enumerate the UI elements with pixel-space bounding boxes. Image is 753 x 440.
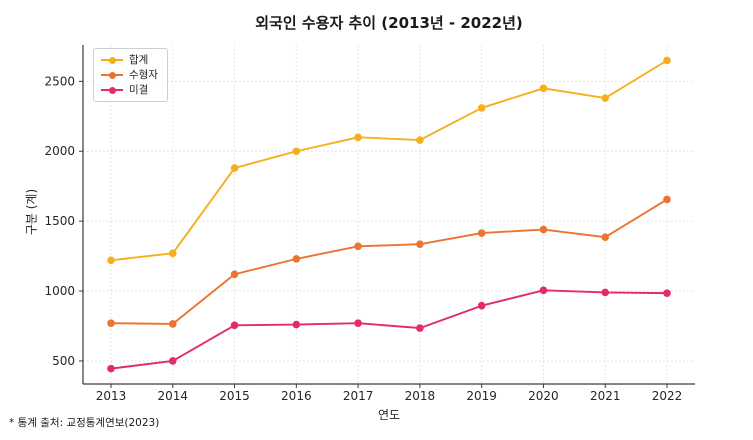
- y-axis-label: 구분 (계): [24, 188, 39, 236]
- legend-swatch-pending-icon: [101, 86, 123, 94]
- legend-label-pending: 미결: [129, 84, 149, 96]
- data-point-marker: [230, 321, 239, 330]
- data-point-marker: [477, 301, 486, 310]
- data-point-marker: [663, 195, 671, 204]
- data-point-marker: [292, 320, 301, 329]
- data-point-marker: [107, 256, 115, 265]
- series-0: [107, 56, 671, 265]
- data-point-marker: [416, 240, 424, 249]
- data-point-marker: [230, 164, 239, 172]
- x-axis-label: 연도: [377, 408, 401, 422]
- data-point-marker: [601, 94, 610, 102]
- data-point-marker: [292, 255, 301, 263]
- x-tick-label: 2021: [590, 389, 621, 403]
- legend-swatch-total-icon: [101, 56, 123, 64]
- y-tick-label: 500: [52, 354, 75, 368]
- data-point-marker: [168, 357, 177, 365]
- data-point-marker: [539, 225, 548, 234]
- x-tick-label: 2020: [528, 389, 559, 403]
- series-2: [107, 286, 671, 373]
- chart-title: 외국인 수용자 추이 (2013년 - 2022년): [255, 14, 523, 32]
- series-1: [107, 195, 671, 328]
- axes-spines: [82, 45, 695, 385]
- y-tick-label: 2000: [44, 144, 75, 158]
- tick-marks: [79, 80, 668, 388]
- series-line: [110, 289, 668, 370]
- data-point-marker: [663, 56, 671, 65]
- data-point-marker: [354, 133, 362, 142]
- y-tick-label: 2500: [44, 74, 75, 88]
- chart-legend: 합계 수형자 미결: [93, 48, 168, 102]
- series-line: [110, 59, 668, 262]
- data-point-marker: [230, 270, 239, 279]
- data-point-marker: [107, 319, 115, 327]
- data-point-marker: [354, 242, 362, 251]
- tick-labels: 2013 2014 2015 2016 2017 2018 2019 2020 2021 2022…: [44, 74, 682, 403]
- data-point-marker: [107, 364, 115, 373]
- legend-item-pending: 미결: [101, 84, 158, 96]
- y-tick-label: 1500: [44, 214, 75, 228]
- data-point-marker: [416, 136, 424, 144]
- data-point-marker: [477, 229, 486, 237]
- series-line: [110, 198, 668, 325]
- data-point-marker: [477, 104, 486, 112]
- x-tick-label: 2019: [466, 389, 497, 403]
- x-tick-label: 2018: [405, 389, 436, 403]
- x-tick-label: 2013: [96, 389, 127, 403]
- source-footnote: * 통계 출처: 교정통계연보(2023): [9, 417, 160, 429]
- x-tick-label: 2017: [343, 389, 374, 403]
- legend-label-total: 합계: [129, 54, 149, 66]
- data-point-marker: [354, 319, 362, 327]
- data-point-marker: [168, 320, 177, 328]
- x-tick-label: 2016: [281, 389, 312, 403]
- data-point-marker: [539, 84, 548, 93]
- y-tick-label: 1000: [44, 284, 75, 298]
- data-point-marker: [601, 288, 610, 297]
- legend-item-convicted: 수형자: [101, 69, 158, 81]
- x-tick-label: 2022: [652, 389, 683, 403]
- data-point-marker: [539, 286, 548, 295]
- legend-swatch-convicted-icon: [101, 71, 123, 79]
- data-point-marker: [663, 289, 671, 297]
- data-point-marker: [416, 324, 424, 332]
- legend-label-convicted: 수형자: [129, 69, 158, 81]
- x-tick-label: 2014: [158, 389, 189, 403]
- data-point-marker: [292, 147, 301, 156]
- data-point-marker: [601, 233, 610, 242]
- gridlines: [83, 45, 695, 384]
- legend-item-total: 합계: [101, 54, 158, 66]
- x-tick-label: 2015: [219, 389, 250, 403]
- data-point-marker: [168, 249, 177, 258]
